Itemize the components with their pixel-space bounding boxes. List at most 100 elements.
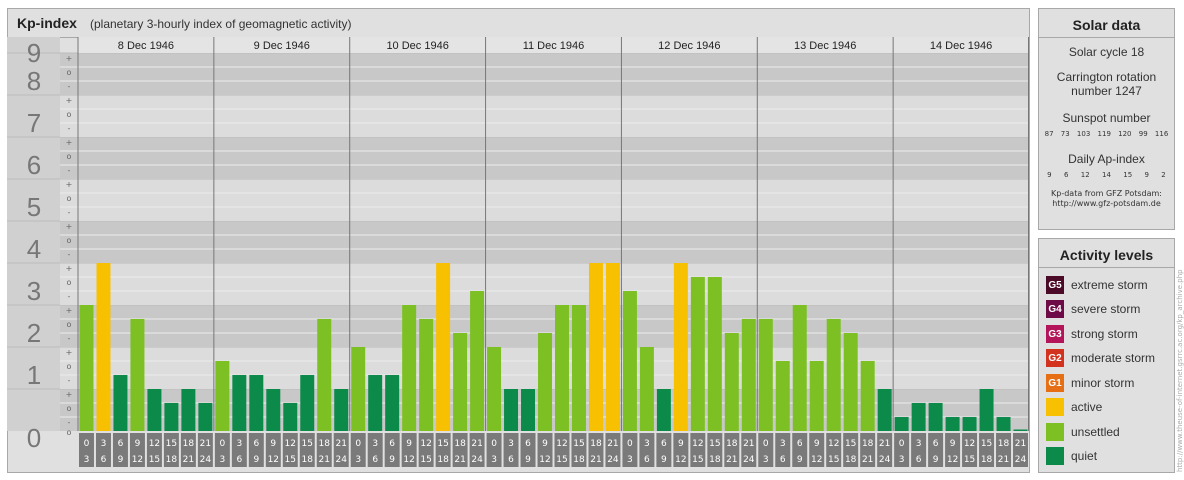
x-interval-box bbox=[809, 433, 825, 467]
ap-values: 9 6 12 14 15 9 2 bbox=[1039, 171, 1174, 179]
x-interval-start: 15 bbox=[709, 439, 720, 449]
x-interval-box bbox=[95, 433, 111, 467]
level-swatch bbox=[1046, 447, 1064, 465]
y-minor-label: + bbox=[66, 264, 73, 273]
x-interval-end: 18 bbox=[302, 455, 314, 465]
carrington-rotation: Carrington rotation number 1247 bbox=[1056, 70, 1157, 98]
kp-bar bbox=[894, 417, 909, 431]
x-interval-start: 12 bbox=[420, 439, 431, 449]
x-interval-start: 9 bbox=[135, 439, 141, 449]
x-interval-end: 9 bbox=[525, 455, 531, 465]
kp-bar bbox=[1013, 429, 1028, 431]
y-minor-label: + bbox=[66, 306, 73, 315]
data-source: Kp-data from GFZ Potsdam: http://www.gfz… bbox=[1039, 189, 1174, 209]
x-interval-end: 24 bbox=[879, 455, 891, 465]
kp-bar bbox=[639, 347, 654, 431]
x-interval-box bbox=[741, 433, 757, 467]
kp-bar bbox=[945, 417, 960, 431]
x-interval-box bbox=[843, 433, 859, 467]
x-interval-end: 21 bbox=[183, 455, 194, 465]
y-minor-label: o bbox=[67, 152, 72, 161]
kp-bar bbox=[368, 375, 383, 431]
x-interval-end: 12 bbox=[403, 455, 414, 465]
x-interval-box bbox=[401, 433, 417, 467]
x-interval-start: 18 bbox=[726, 439, 738, 449]
plot-band bbox=[60, 263, 1029, 305]
x-interval-start: 6 bbox=[389, 439, 395, 449]
x-interval-end: 6 bbox=[372, 455, 378, 465]
level-quiet: quiet bbox=[1046, 446, 1097, 466]
x-interval-start: 0 bbox=[491, 439, 497, 449]
day-label: 8 Dec 1946 bbox=[118, 40, 174, 52]
x-interval-end: 9 bbox=[118, 455, 124, 465]
x-interval-end: 18 bbox=[573, 455, 585, 465]
x-interval-end: 18 bbox=[437, 455, 449, 465]
x-interval-box bbox=[605, 433, 621, 467]
kp-bar bbox=[453, 333, 468, 431]
x-interval-end: 15 bbox=[964, 455, 975, 465]
y-minor-label: - bbox=[68, 334, 71, 343]
level-swatch bbox=[1046, 423, 1064, 441]
x-interval-box bbox=[367, 433, 383, 467]
x-interval-start: 3 bbox=[644, 439, 650, 449]
x-interval-start: 15 bbox=[166, 439, 177, 449]
kp-bar-chart: 0123456789+o-+o-+o-+o-+o-+o-+o-+o-+o-o8 … bbox=[7, 37, 1029, 467]
level-badge: G4 bbox=[1046, 300, 1064, 318]
plot-band bbox=[60, 95, 1029, 137]
y-minor-label: o bbox=[67, 194, 72, 203]
x-interval-box bbox=[996, 433, 1012, 467]
x-interval-end: 21 bbox=[454, 455, 465, 465]
plot-band bbox=[60, 179, 1029, 221]
y-minor-label: + bbox=[66, 222, 73, 231]
y-minor-label: + bbox=[66, 96, 73, 105]
x-interval-box bbox=[928, 433, 944, 467]
x-interval-end: 18 bbox=[845, 455, 857, 465]
x-interval-start: 21 bbox=[471, 439, 482, 449]
kp-bar bbox=[792, 305, 807, 431]
level-badge: G2 bbox=[1046, 349, 1064, 367]
x-interval-end: 15 bbox=[692, 455, 703, 465]
x-interval-start: 18 bbox=[998, 439, 1010, 449]
day-label: 14 Dec 1946 bbox=[930, 40, 992, 52]
x-interval-start: 12 bbox=[828, 439, 839, 449]
x-interval-box bbox=[911, 433, 927, 467]
kp-bar bbox=[707, 276, 722, 431]
sunspot-value: 116 bbox=[1154, 130, 1169, 138]
kp-bar bbox=[181, 389, 196, 431]
y-minor-label: o bbox=[67, 428, 72, 437]
activity-levels-title: Activity levels bbox=[1039, 239, 1174, 268]
level-label: severe storm bbox=[1071, 302, 1141, 316]
x-interval-box bbox=[690, 433, 706, 467]
source-link[interactable]: http://www.gfz-potsdam.de bbox=[1052, 199, 1161, 208]
sunspot-number-title: Sunspot number bbox=[1062, 111, 1151, 125]
x-interval-start: 6 bbox=[661, 439, 667, 449]
x-interval-end: 15 bbox=[828, 455, 839, 465]
x-interval-box bbox=[979, 433, 995, 467]
kp-bar bbox=[504, 389, 519, 431]
y-minor-label: o bbox=[67, 278, 72, 287]
x-interval-box bbox=[299, 433, 315, 467]
level-label: minor storm bbox=[1071, 376, 1135, 390]
x-interval-box bbox=[724, 433, 740, 467]
x-interval-box bbox=[639, 433, 655, 467]
x-interval-start: 21 bbox=[607, 439, 618, 449]
x-interval-box bbox=[554, 433, 570, 467]
kp-bar bbox=[996, 417, 1011, 431]
ap-value: 9 bbox=[1047, 171, 1052, 179]
sunspot-value: 99 bbox=[1138, 130, 1148, 138]
x-interval-end: 15 bbox=[285, 455, 296, 465]
level-label: extreme storm bbox=[1071, 278, 1148, 292]
x-interval-box bbox=[707, 433, 723, 467]
x-interval-start: 0 bbox=[219, 439, 225, 449]
x-interval-box bbox=[894, 433, 910, 467]
level-label: unsettled bbox=[1071, 425, 1120, 439]
kp-bar bbox=[79, 305, 94, 431]
x-interval-box bbox=[248, 433, 264, 467]
y-minor-label: - bbox=[68, 418, 71, 427]
x-interval-start: 6 bbox=[933, 439, 939, 449]
y-tick-label: 2 bbox=[27, 318, 41, 348]
level-label: active bbox=[1071, 400, 1103, 414]
x-interval-end: 3 bbox=[219, 455, 225, 465]
x-interval-box bbox=[435, 433, 451, 467]
kp-bar bbox=[826, 318, 841, 431]
